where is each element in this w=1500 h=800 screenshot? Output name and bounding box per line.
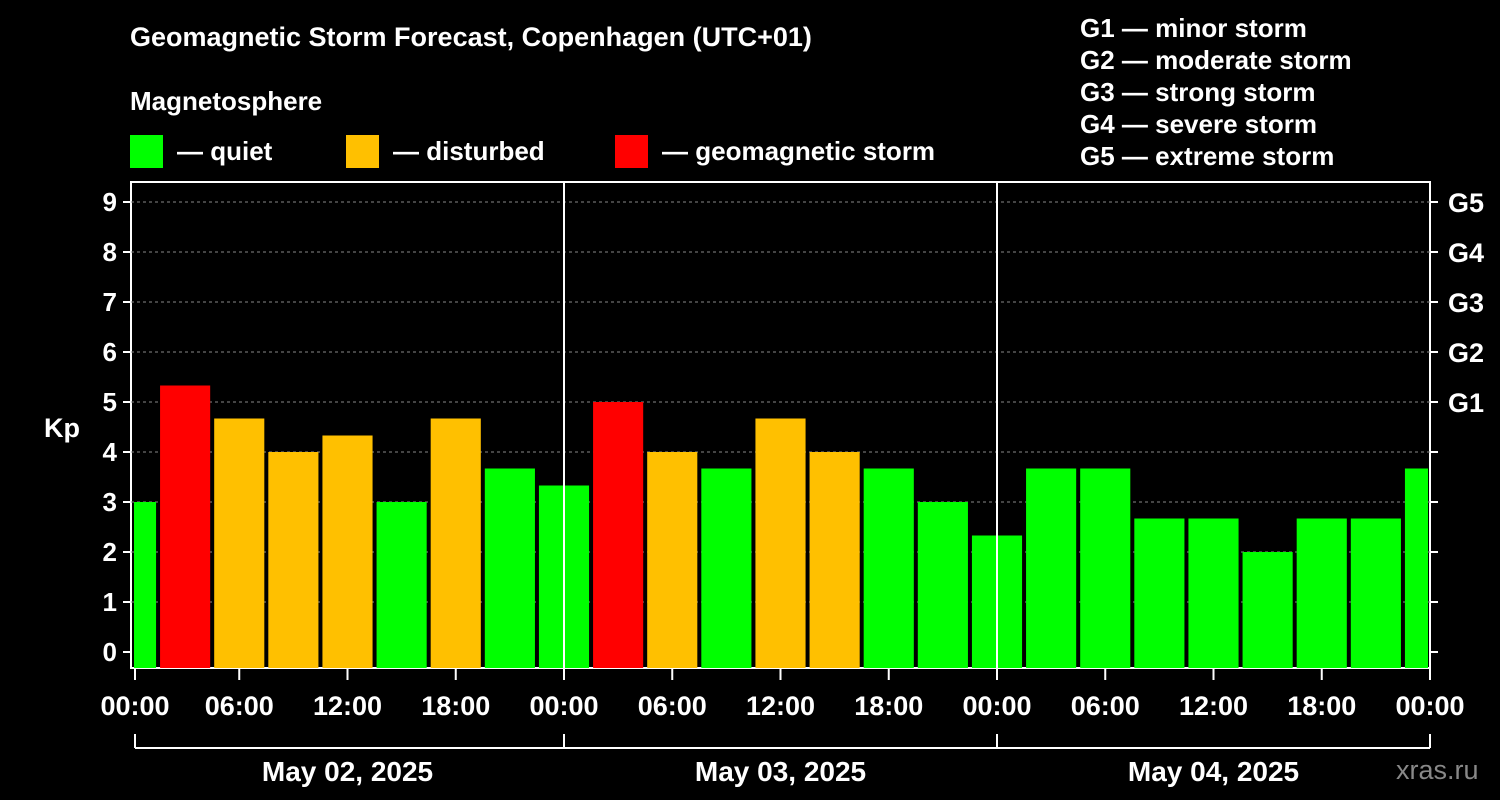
g-scale-list: G1 — minor storm G2 — moderate storm G3 … — [1080, 12, 1352, 172]
y-tick-label: 7 — [103, 287, 117, 317]
kp-bar — [134, 502, 157, 668]
x-tick-label: 00:00 — [529, 691, 598, 721]
kp-bar — [1296, 518, 1347, 668]
legend-swatch-quiet — [130, 134, 163, 168]
kp-bar — [1404, 468, 1428, 668]
kp-bar — [863, 468, 914, 668]
y-tick-label: 1 — [103, 587, 117, 617]
legend-swatch-disturbed — [346, 134, 379, 168]
x-tick-label: 18:00 — [1287, 691, 1356, 721]
y-tick-label: 3 — [103, 487, 117, 517]
kp-bar — [214, 418, 265, 668]
kp-bar — [647, 452, 698, 668]
chart-title: Geomagnetic Storm Forecast, Copenhagen (… — [130, 22, 812, 52]
g-tick-label: G1 — [1448, 388, 1484, 418]
day-label: May 03, 2025 — [695, 756, 866, 787]
day-label: May 04, 2025 — [1128, 756, 1299, 787]
kp-bar — [701, 468, 752, 668]
kp-bar — [322, 435, 373, 668]
kp-bar — [160, 385, 211, 668]
day-label: May 02, 2025 — [262, 756, 433, 787]
g-scale-item: G3 — strong storm — [1080, 77, 1316, 107]
g-tick-label: G3 — [1448, 288, 1484, 318]
x-tick-label: 00:00 — [100, 691, 169, 721]
y-tick-label: 9 — [103, 187, 117, 217]
x-tick-label: 18:00 — [421, 691, 490, 721]
kp-bar — [1188, 518, 1239, 668]
y-tick-label: 6 — [103, 337, 117, 367]
g-tick-label: G4 — [1448, 238, 1484, 268]
watermark: xras.ru — [1396, 755, 1479, 785]
g-scale-item: G2 — moderate storm — [1080, 45, 1352, 75]
kp-bar — [755, 418, 806, 668]
legend-item-disturbed: — disturbed — [346, 134, 545, 168]
kp-bar — [430, 418, 481, 668]
kp-bar — [376, 502, 427, 668]
kp-bar — [1080, 468, 1131, 668]
x-tick-label: 06:00 — [1071, 691, 1140, 721]
kp-bar — [268, 452, 319, 668]
y-tick-label: 4 — [103, 437, 118, 467]
legend-item-quiet: — quiet — [130, 134, 272, 168]
y-tick-label: 5 — [103, 387, 117, 417]
kp-bar — [809, 452, 860, 668]
kp-bar — [1350, 518, 1401, 668]
x-tick-label: 06:00 — [205, 691, 274, 721]
g-scale-item: G1 — minor storm — [1080, 13, 1307, 43]
y-tick-label: 2 — [103, 537, 117, 567]
kp-bar — [593, 402, 644, 668]
x-tick-label: 18:00 — [854, 691, 923, 721]
legend-swatch-storm — [615, 134, 648, 168]
x-tick-label: 12:00 — [313, 691, 382, 721]
y-tick-label: 0 — [103, 637, 117, 667]
chart-subtitle: Magnetosphere — [130, 86, 323, 116]
g-tick-label: G5 — [1448, 188, 1484, 218]
x-tick-label: 00:00 — [1395, 691, 1464, 721]
kp-bar — [484, 468, 535, 668]
x-tick-label: 12:00 — [1179, 691, 1248, 721]
y-axis-label: Kp — [44, 413, 80, 443]
g-scale-item: G4 — severe storm — [1080, 109, 1318, 139]
g-tick-label: G2 — [1448, 338, 1484, 368]
x-tick-label: 06:00 — [638, 691, 707, 721]
kp-bar — [1242, 552, 1293, 668]
x-tick-label: 12:00 — [746, 691, 815, 721]
kp-bar — [1026, 468, 1077, 668]
y-tick-label: 8 — [103, 237, 117, 267]
legend-item-storm: — geomagnetic storm — [615, 134, 935, 168]
legend-label-quiet: — quiet — [177, 135, 273, 166]
legend-label-disturbed: — disturbed — [393, 135, 545, 166]
g-scale-item: G5 — extreme storm — [1080, 141, 1335, 171]
legend-label-storm: — geomagnetic storm — [662, 135, 936, 166]
kp-bar — [917, 502, 968, 668]
x-tick-label: 00:00 — [962, 691, 1031, 721]
kp-bar — [1134, 518, 1185, 668]
